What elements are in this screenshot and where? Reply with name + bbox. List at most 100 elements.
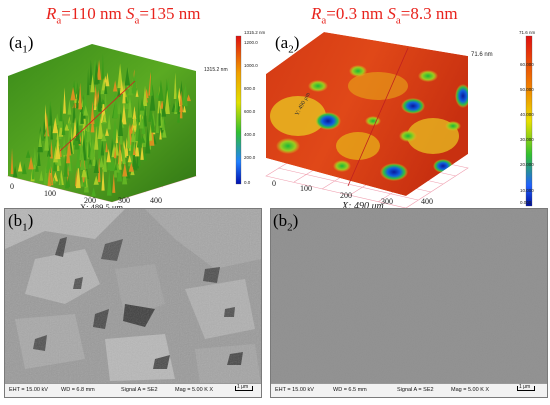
surface-spike bbox=[113, 146, 117, 159]
surface-spike bbox=[82, 109, 87, 131]
surface-spike bbox=[101, 132, 107, 142]
surface-spike bbox=[97, 156, 101, 183]
left-roughness-title: Ra=110 nm Sa=135 nm bbox=[46, 4, 201, 27]
max-height-label: 1315.2 nm bbox=[204, 67, 228, 73]
surface-spike bbox=[47, 144, 52, 157]
afm-3d-plot-a2: Y: 490 μm 71.6 nm 60.000 50.000 40.000 3… bbox=[265, 30, 536, 211]
surface-spike bbox=[135, 89, 139, 97]
surface-spike bbox=[125, 136, 129, 156]
surface-spike bbox=[106, 169, 112, 196]
scan-line bbox=[347, 47, 409, 187]
right-roughness-title: Ra=0.3 nm Sa=8.3 nm bbox=[311, 4, 458, 27]
surface-spike bbox=[59, 174, 62, 186]
surface-spike bbox=[94, 125, 99, 150]
colorbar-tick: 1315.2 nm bbox=[244, 30, 266, 35]
surface-spike bbox=[94, 61, 99, 85]
surface-spike bbox=[47, 168, 52, 187]
surface-spike bbox=[137, 98, 141, 123]
surface-spike bbox=[105, 141, 108, 153]
surface-spike bbox=[142, 147, 147, 161]
rough-surface bbox=[8, 44, 196, 202]
surface-spike bbox=[101, 166, 105, 191]
surface-spike bbox=[149, 84, 156, 111]
surface-spike bbox=[143, 102, 148, 127]
panel-label-a2: (a2) bbox=[275, 33, 300, 56]
surface-spike bbox=[41, 131, 45, 141]
colorbar-a1 bbox=[235, 35, 242, 185]
surface-spike bbox=[92, 119, 98, 128]
surface-spike bbox=[121, 102, 127, 125]
surface-spike bbox=[114, 164, 118, 171]
surface-spike bbox=[72, 99, 76, 123]
sem-info-bar-b2: EHT = 15.00 kV WD = 6.5 mm Signal A = SE… bbox=[271, 383, 547, 397]
colorbar-tick: 600.0 bbox=[244, 109, 256, 114]
surface-spike bbox=[75, 93, 79, 109]
surface-spike bbox=[130, 127, 136, 143]
surface-spike bbox=[54, 113, 60, 126]
x-axis-label-a2: X: 490 μm bbox=[341, 201, 384, 211]
surface-spike bbox=[118, 111, 124, 137]
x-tick: 300 bbox=[381, 197, 393, 206]
colorbar-tick: 400.0 bbox=[244, 132, 256, 137]
surface-spike bbox=[102, 148, 107, 172]
surface-spike bbox=[96, 59, 102, 80]
surface-spike bbox=[101, 97, 106, 105]
scan-line bbox=[59, 80, 136, 152]
surface-spike bbox=[127, 154, 132, 163]
x-tick: 300 bbox=[118, 196, 130, 205]
x-tick: 400 bbox=[421, 197, 433, 206]
surface-spike bbox=[52, 117, 59, 134]
colorbar-a2-ticks: 71.6 nm 60.000 50.000 40.000 30.000 20.0… bbox=[519, 30, 536, 205]
colorbar-tick: 20.000 bbox=[520, 162, 534, 167]
surface-spike bbox=[67, 139, 72, 156]
surface-spike bbox=[183, 82, 188, 107]
surface-spike bbox=[115, 128, 119, 144]
colorbar-tick: 1000.0 bbox=[244, 63, 258, 68]
surface-spike bbox=[44, 125, 49, 151]
surface-spike bbox=[70, 86, 76, 101]
surface-spike bbox=[106, 148, 111, 163]
surface-spike bbox=[138, 109, 144, 120]
surface-spike bbox=[97, 116, 104, 139]
surface-spike bbox=[164, 89, 170, 115]
surface-spike bbox=[145, 126, 151, 154]
x-tick: 100 bbox=[300, 184, 312, 193]
surface-spike bbox=[127, 95, 133, 118]
surface-spike bbox=[80, 146, 85, 170]
surface-spike bbox=[130, 132, 134, 156]
surface-spike bbox=[150, 114, 156, 133]
colorbar-tick: 1200.0 bbox=[244, 40, 258, 45]
surface-spike bbox=[59, 146, 62, 157]
surface-spike bbox=[84, 127, 87, 139]
surface-spike bbox=[97, 132, 101, 159]
surface-spike bbox=[179, 100, 184, 112]
surface-spike bbox=[86, 68, 90, 96]
surface-spike bbox=[81, 164, 87, 178]
sem-image-b2: EHT = 15.00 kV WD = 6.5 mm Signal A = SE… bbox=[270, 208, 548, 398]
surface-spike bbox=[162, 126, 167, 138]
surface-spike bbox=[28, 156, 34, 170]
colorbar-tick: 71.6 nm bbox=[519, 30, 536, 35]
surface-spike bbox=[61, 119, 66, 136]
surface-spike bbox=[93, 158, 99, 174]
surface-spike bbox=[99, 156, 104, 168]
surface-spike bbox=[10, 147, 14, 175]
surface-spike bbox=[186, 94, 191, 102]
surface-spike bbox=[149, 123, 153, 141]
surface-spike bbox=[61, 136, 67, 156]
sem-mag: Mag = 5.00 K X bbox=[175, 387, 214, 393]
surface-spike bbox=[177, 97, 180, 115]
surface-spike bbox=[63, 151, 68, 177]
surface-spike bbox=[75, 163, 81, 189]
x-axis-label-a1: X: 489.5 μm bbox=[80, 202, 123, 211]
sem-wd: WD = 6.8 mm bbox=[61, 387, 95, 393]
surface-spike bbox=[17, 161, 23, 172]
surface-spike bbox=[154, 92, 160, 99]
x-tick: 400 bbox=[150, 196, 162, 205]
surface-spike bbox=[155, 107, 159, 133]
sem-mag: Mag = 5.00 K X bbox=[451, 387, 490, 393]
x-axis-ticks-a2: 0 100 200 300 400 bbox=[272, 179, 433, 206]
colorbar-tick: 60.000 bbox=[520, 62, 534, 67]
sem-wd: WD = 6.5 mm bbox=[333, 387, 367, 393]
x-tick: 100 bbox=[44, 189, 56, 198]
